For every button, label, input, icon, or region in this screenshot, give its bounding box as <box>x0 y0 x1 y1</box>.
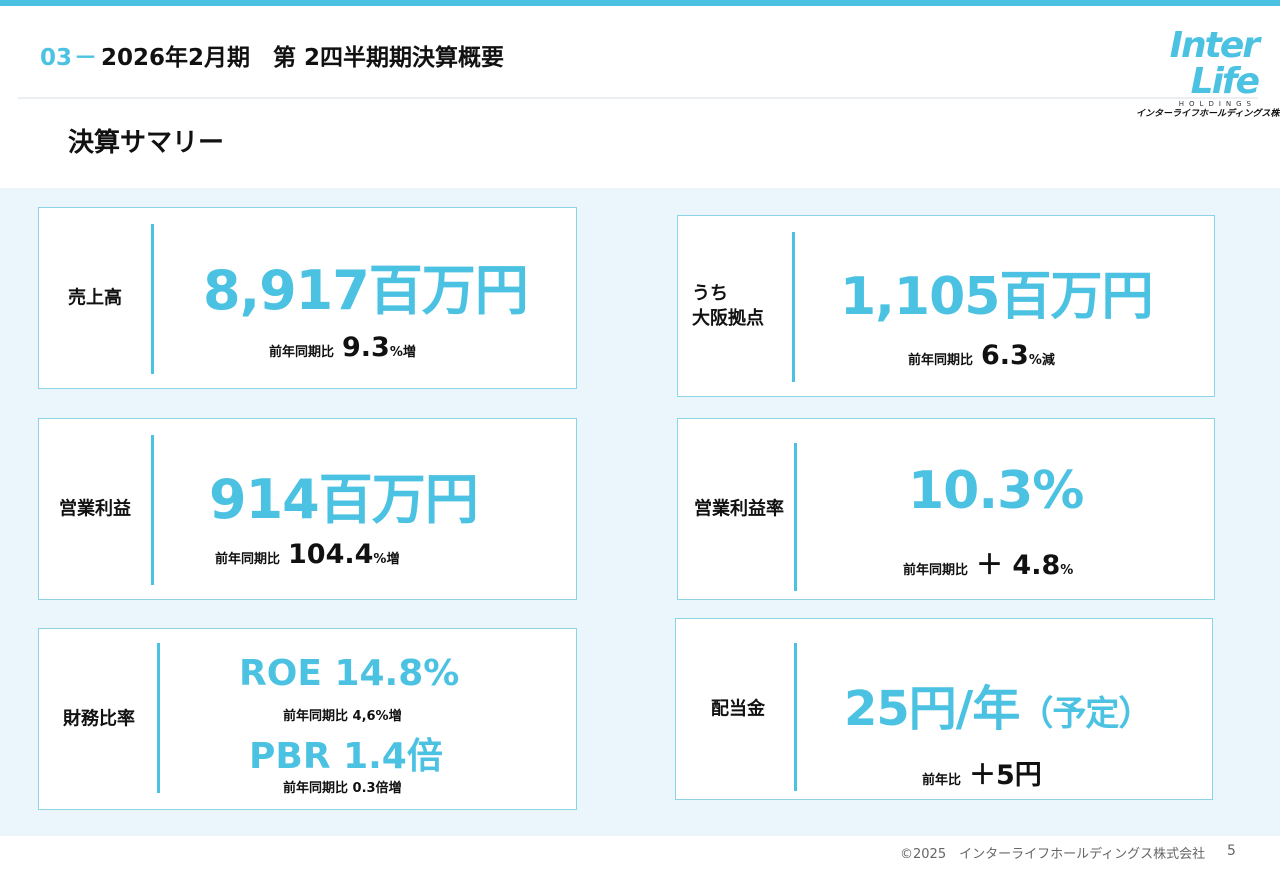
operating-income-label: 営業利益 <box>59 498 131 520</box>
compare-unit: %増 <box>389 345 416 360</box>
dividend-compare: 前年比 ＋5円 <box>922 753 1042 792</box>
compare-label: 前年同期比 <box>908 353 974 368</box>
pbr-compare: 前年同期比 0.3倍増 <box>283 781 402 796</box>
osaka-label-line2: 大阪拠点 <box>692 308 764 329</box>
dividend-note: （予定） <box>1019 694 1152 734</box>
sales-value: 8,917百万円 <box>203 259 529 322</box>
logo-wordmark: Inter Life <box>1169 25 1260 102</box>
company-logo: Inter Life HOLDINGS インターライフホールディングス株式会社 <box>1136 25 1280 120</box>
sales-card: 売上高 8,917百万円 前年同期比 9.3%増 <box>38 207 577 389</box>
logo-kana: インターライフホールディングス株式会社 <box>1136 109 1280 119</box>
header-dash: － <box>74 45 98 71</box>
dividend-label: 配当金 <box>711 698 765 720</box>
logo-holdings: HOLDINGS <box>1178 100 1256 108</box>
page-header: 03－ 2026年2月期 第 2四半期期決算概要 <box>40 38 504 72</box>
pbr-value: PBR 1.4倍 <box>249 736 443 777</box>
compare-value: ＋5円 <box>969 760 1042 791</box>
compare-label: 前年同期比 <box>903 563 969 578</box>
operating-margin-card: 営業利益率 10.3% 前年同期比 ＋ 4.8% <box>677 418 1215 600</box>
compare-unit: %減 <box>1028 353 1055 368</box>
section-number: 03 <box>40 45 73 71</box>
operating-margin-value: 10.3% <box>908 461 1084 521</box>
operating-income-card: 営業利益 914百万円 前年同期比 104.4%増 <box>38 418 577 600</box>
compare-unit: % <box>1060 563 1074 578</box>
top-accent-bar <box>0 0 1280 6</box>
header-divider <box>18 97 1258 99</box>
financial-ratio-card: 財務比率 ROE 14.8% 前年同期比 4,6%増 PBR 1.4倍 前年同期… <box>38 628 577 810</box>
dividend-value: 25円/年（予定） <box>844 669 1152 739</box>
roe-value: ROE 14.8% <box>239 653 460 694</box>
page-title: 2026年2月期 第 2四半期期決算概要 <box>101 45 505 71</box>
osaka-label: うち 大阪拠点 <box>692 281 792 331</box>
page-number: 5 <box>1227 843 1236 859</box>
osaka-compare: 前年同期比 6.3%減 <box>908 340 1055 371</box>
card-divider <box>151 224 154 374</box>
sales-label: 売上高 <box>68 287 122 309</box>
card-divider <box>794 643 797 791</box>
compare-value: 6.3 <box>981 340 1029 371</box>
card-divider <box>792 232 795 382</box>
card-divider <box>157 643 160 793</box>
card-divider <box>151 435 154 585</box>
sales-compare: 前年同期比 9.3%増 <box>269 332 416 363</box>
card-divider <box>794 443 797 591</box>
osaka-label-line1: うち <box>692 283 728 304</box>
compare-label: 前年比 <box>922 773 962 788</box>
compare-value: 104.4 <box>288 539 374 570</box>
operating-margin-compare: 前年同期比 ＋ 4.8% <box>903 543 1073 582</box>
dividend-card: 配当金 25円/年（予定） 前年比 ＋5円 <box>675 618 1213 800</box>
osaka-card: うち 大阪拠点 1,105百万円 前年同期比 6.3%減 <box>677 215 1215 397</box>
compare-unit: %増 <box>373 552 400 567</box>
operating-margin-label: 営業利益率 <box>694 498 784 520</box>
operating-income-compare: 前年同期比 104.4%増 <box>215 539 399 570</box>
financial-ratio-label: 財務比率 <box>63 708 135 730</box>
footer-copyright: ©2025 インターライフホールディングス株式会社 <box>900 847 1206 862</box>
operating-income-value: 914百万円 <box>209 468 479 531</box>
compare-label: 前年同期比 <box>215 552 281 567</box>
dividend-amount: 25円/年 <box>844 681 1020 737</box>
compare-value: 9.3 <box>342 332 390 363</box>
compare-value: ＋ 4.8 <box>976 550 1061 581</box>
compare-label: 前年同期比 <box>269 345 335 360</box>
roe-compare: 前年同期比 4,6%増 <box>283 709 402 724</box>
osaka-value: 1,105百万円 <box>840 267 1153 327</box>
section-title: 決算サマリー <box>68 128 225 158</box>
